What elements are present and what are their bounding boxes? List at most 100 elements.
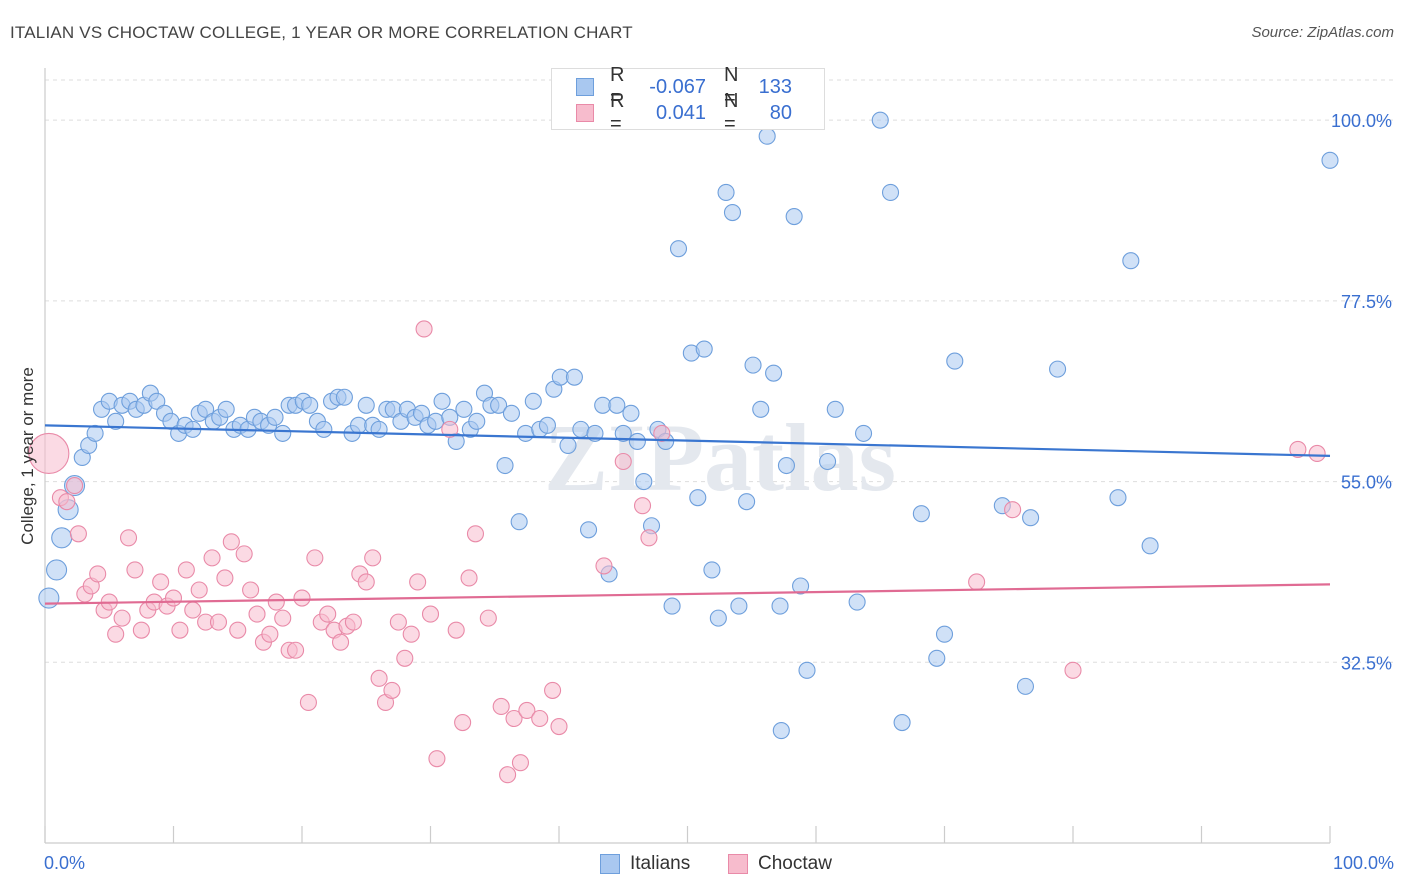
choctaw-point — [441, 420, 459, 438]
choctaw-point — [261, 625, 279, 643]
italians-point — [510, 513, 528, 531]
italians-point — [1022, 509, 1040, 527]
choctaw-point — [653, 424, 671, 442]
italians-point — [946, 352, 964, 370]
italians-point — [502, 404, 521, 422]
series-layer — [28, 111, 1339, 784]
italians-point — [51, 527, 73, 549]
choctaw-point — [550, 717, 568, 736]
choctaw-point — [267, 593, 285, 611]
italians-point — [517, 424, 535, 442]
choctaw-point — [383, 681, 401, 699]
choctaw-point — [505, 709, 523, 728]
italians-point — [663, 597, 681, 615]
legend-label-choctaw: Choctaw — [758, 853, 832, 874]
italians-point — [1122, 252, 1140, 270]
stats-legend: R = -0.067 N = 133 R = 0.041 N = 80 — [551, 64, 825, 135]
choctaw-point — [614, 452, 632, 471]
choctaw-point — [184, 601, 202, 619]
italians-point — [370, 420, 388, 438]
italians-point — [274, 424, 292, 442]
choctaw-swatch — [576, 104, 594, 122]
r-label: R = — [610, 90, 625, 135]
italians-point — [738, 493, 756, 511]
italians-point — [871, 111, 889, 129]
italians-point — [765, 364, 783, 382]
italians-point — [148, 392, 166, 410]
italians-point — [703, 561, 721, 579]
italians-swatch — [576, 78, 594, 96]
r-label: R = — [610, 64, 625, 109]
choctaw-point — [492, 697, 510, 716]
choctaw-point — [242, 581, 260, 599]
legend-item-italians[interactable]: Italians — [600, 852, 690, 876]
choctaw-point — [235, 545, 253, 563]
italians-point — [217, 400, 235, 418]
y-axis-label: College, 1 year or more — [18, 367, 37, 545]
choctaw-swatch — [728, 854, 748, 874]
choctaw-point — [633, 497, 652, 515]
italians-point — [635, 473, 653, 491]
n-value: 80 — [769, 101, 792, 124]
choctaw-point — [396, 649, 414, 667]
italians-point — [798, 661, 816, 679]
choctaw-point — [370, 669, 388, 687]
y-tick-label: 55.0% — [1341, 473, 1392, 493]
italians-point — [559, 436, 577, 454]
choctaw-point — [499, 766, 517, 784]
italians-point — [468, 412, 486, 430]
choctaw-point — [454, 713, 472, 732]
n-value: 133 — [758, 75, 792, 98]
choctaw-point — [113, 609, 131, 627]
choctaw-point — [107, 625, 125, 643]
choctaw-point — [331, 633, 350, 651]
choctaw-point — [409, 573, 427, 591]
grid-lines — [45, 79, 1395, 663]
series-italians — [38, 111, 1339, 740]
legend-row-italians: R = -0.067 N = 133 — [576, 64, 792, 109]
choctaw-point — [229, 621, 247, 639]
legend-item-choctaw[interactable]: Choctaw — [728, 852, 832, 876]
choctaw-point — [164, 589, 183, 607]
choctaw-point — [209, 613, 228, 631]
choctaw-point — [511, 754, 530, 772]
choctaw-point — [152, 573, 170, 591]
x-tick-label: 0.0% — [44, 853, 85, 873]
italians-point — [717, 183, 735, 201]
choctaw-point — [293, 589, 311, 607]
choctaw-point — [222, 533, 240, 551]
chart-title: ITALIAN VS CHOCTAW COLLEGE, 1 YEAR OR MO… — [10, 23, 633, 42]
choctaw-point — [415, 320, 433, 338]
choctaw-point — [203, 549, 221, 567]
choctaw-point — [479, 609, 497, 627]
italians-point — [608, 396, 626, 414]
choctaw-point — [132, 621, 150, 639]
italians-point — [107, 412, 125, 430]
choctaw-point — [119, 529, 138, 547]
choctaw-point — [428, 750, 446, 768]
italians-point — [572, 420, 590, 438]
choctaw-point — [1064, 661, 1082, 679]
n-label: N = — [724, 90, 739, 135]
italians-point — [695, 340, 713, 358]
r-value: -0.067 — [649, 75, 706, 98]
choctaw-point — [1308, 444, 1326, 463]
italians-point — [524, 392, 542, 410]
choctaw-point — [466, 525, 485, 543]
italians-point — [912, 505, 930, 523]
choctaw-point — [287, 641, 305, 659]
r-value: 0.041 — [655, 101, 706, 124]
italians-point — [758, 127, 776, 145]
n-label: N = — [724, 64, 739, 109]
italians-point — [628, 432, 646, 450]
italians-point — [777, 456, 795, 475]
trend-line-italians — [44, 424, 1331, 457]
choctaw-point — [544, 681, 562, 699]
choctaw-point — [364, 549, 382, 567]
tick-labels: 32.5% 55.0% 77.5% 100.0% 0.0% 100.0% — [44, 111, 1394, 873]
choctaw-point — [216, 569, 234, 587]
italians-point — [315, 420, 333, 438]
italians-point — [455, 400, 473, 418]
italians-point — [357, 396, 375, 414]
